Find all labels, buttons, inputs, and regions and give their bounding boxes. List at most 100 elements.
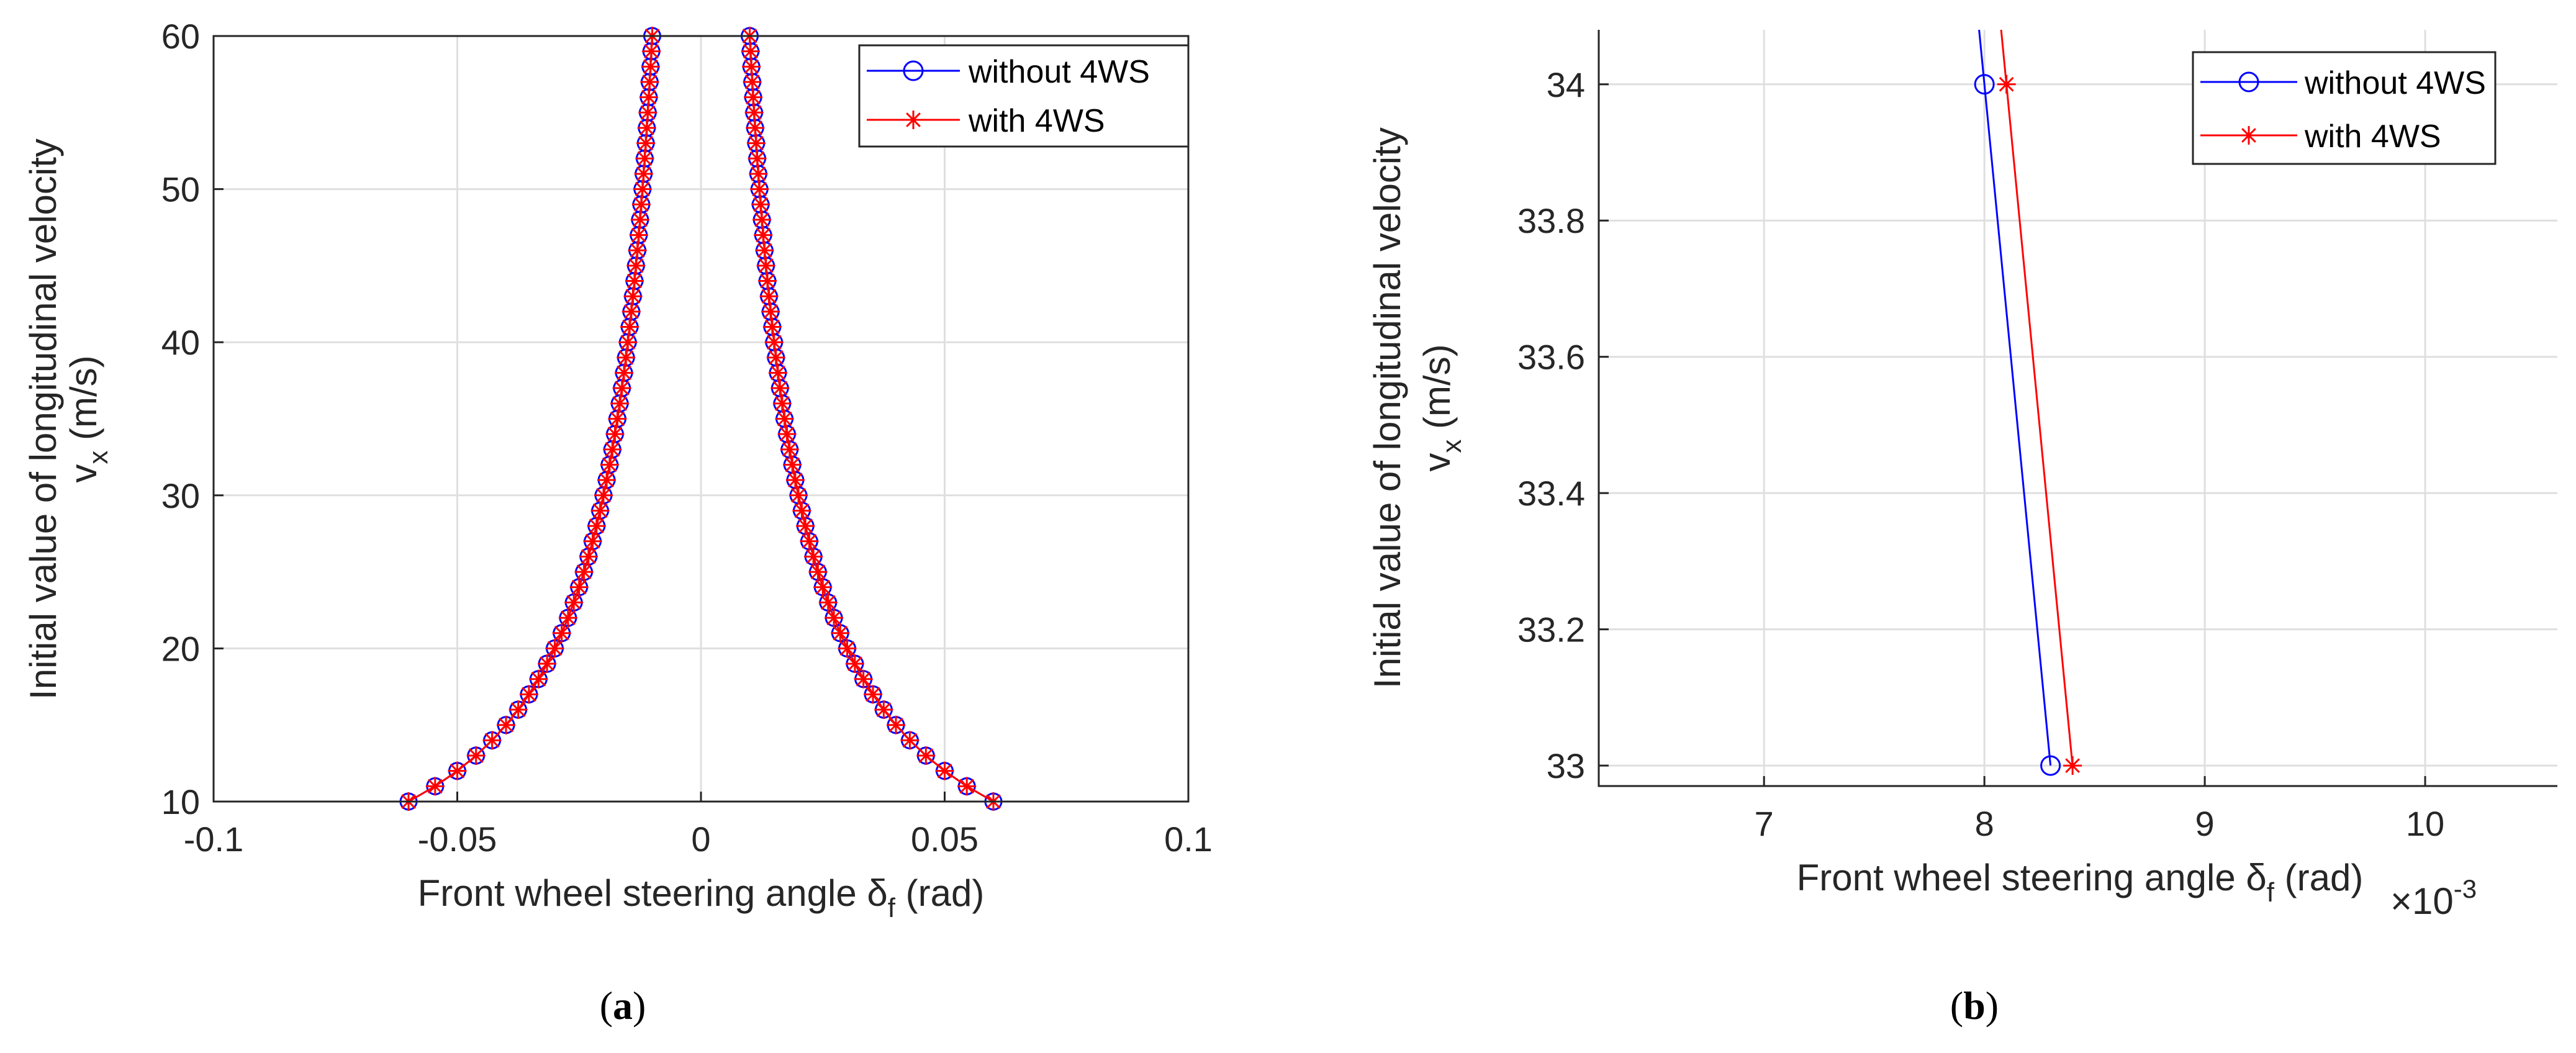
chart-a-point-with-4ws [529, 669, 548, 689]
chart-a-point-with-4ws [887, 715, 905, 734]
chart-a-point-with-4ws [605, 425, 625, 444]
chart-a-point-with-4ws [610, 394, 630, 413]
chart-b-y-tick-label: 33.6 [1517, 338, 1585, 377]
chart-a-point-with-4ws [603, 440, 622, 459]
chart-a-point-with-4ws [634, 164, 653, 183]
chart-a-y-tick-label: 40 [161, 323, 200, 362]
chart-a-point-with-4ws [785, 471, 805, 490]
chart-b-xlabel-subscript: f [2267, 877, 2275, 908]
chart-a-point-with-4ws [792, 501, 811, 520]
caption-a-open: ( [600, 983, 613, 1028]
chart-a-point-with-4ws [552, 623, 571, 643]
chart-b-y-axis-label-line1: Initial value of longitudinal velocity [1367, 127, 1408, 689]
chart-a-point-with-4ws [641, 57, 660, 76]
chart-a-point-with-4ws [482, 731, 502, 750]
chart-a-point-with-4ws [600, 455, 619, 474]
caption-b-open: ( [1950, 983, 1963, 1028]
chart-a-point-with-4ws [800, 531, 819, 551]
chart-a-point-with-4ws [818, 593, 838, 612]
chart-a-point-with-4ws [590, 501, 610, 520]
chart-a-series [399, 27, 1003, 811]
chart-a-point-with-4ws [748, 149, 767, 168]
chart-b-y-axis-label-line2: vx (m/s) [1416, 344, 1467, 471]
chart-a-legend-marker-without-4ws [903, 60, 924, 81]
chart-a-x-tick-label: 0 [691, 820, 710, 859]
chart-a-point-with-4ws [625, 271, 644, 291]
chart-b-ticks: 7 8 9 10 33 33.2 33.4 33.6 33.8 34 [1517, 65, 2444, 843]
chart-b-point-without-4ws [2040, 755, 2061, 776]
chart-a-point-with-4ws [587, 517, 606, 536]
chart-a-point-with-4ws [804, 547, 823, 566]
chart-a-point-with-4ws [519, 685, 538, 704]
chart-a-point-with-4ws [758, 271, 777, 291]
chart-a-y-tick-label: 50 [161, 170, 200, 209]
chart-b-xlabel-text: Front wheel steering angle δ [1797, 857, 2267, 898]
chart-a-x-tick-label: 0.1 [1164, 820, 1213, 859]
caption-a-letter: a [613, 983, 633, 1028]
chart-b-x-tick-label: 10 [2406, 804, 2444, 843]
caption-a-close: ) [633, 983, 646, 1028]
chart-a-point-with-4ws [631, 195, 651, 214]
chart-a-point-with-4ws [564, 593, 584, 612]
chart-b-y-tick-label: 33.2 [1517, 610, 1585, 649]
chart-b-legend-box [2192, 51, 2497, 165]
chart-a-point-with-4ws [900, 731, 920, 750]
chart-a-point-with-4ws [751, 195, 771, 214]
chart-a-point-with-4ws [466, 746, 486, 766]
chart-a-point-with-4ws [854, 669, 873, 689]
chart-a-point-with-4ws [796, 517, 815, 536]
chart-a-point-with-4ws [746, 118, 765, 137]
chart-a-point-with-4ws [761, 302, 780, 321]
chart-a-point-with-4ws [608, 409, 627, 428]
chart-a-point-with-4ws [583, 531, 602, 551]
chart-b-line-with-4ws [2000, 30, 2074, 766]
chart-a-point-with-4ws [754, 225, 773, 245]
chart-a-point-with-4ws [637, 118, 656, 137]
chart-a-point-with-4ws [775, 409, 794, 428]
chart-a-y-tick-label: 20 [161, 629, 200, 668]
chart-a-point-with-4ws [594, 486, 613, 505]
chart-a-point-with-4ws [741, 42, 760, 61]
chart-a-point-with-4ws [574, 563, 594, 582]
chart-a-point-with-4ws [639, 88, 658, 107]
chart-a-point-with-4ws [508, 700, 528, 720]
chart-a-point-with-4ws [935, 761, 954, 780]
chart-a-point-with-4ws [597, 471, 617, 490]
chart-a-point-with-4ws [629, 225, 648, 245]
chart-a-point-with-4ws [579, 547, 598, 566]
chart-a-point-with-4ws [743, 72, 762, 91]
chart-a-ylabel-subscript: x [83, 451, 114, 464]
chart-a-point-with-4ws [874, 700, 893, 720]
chart-a-point-with-4ws [615, 363, 634, 382]
chart-b-x-multiplier: ×10-3 [2390, 874, 2477, 922]
chart-a-point-with-4ws [642, 42, 661, 61]
chart-b-multiplier-exponent: -3 [2454, 874, 2477, 903]
chart-a-grid [212, 35, 1190, 803]
chart-a-point-with-4ws [612, 379, 631, 398]
chart-a-point-with-4ws [766, 348, 785, 367]
chart-a-point-with-4ws [783, 455, 802, 474]
chart-a-point-with-4ws [864, 685, 883, 704]
chart-a-point-with-4ws [756, 256, 775, 275]
chart-a-point-with-4ws [630, 210, 649, 229]
chart-a-point-with-4ws [771, 379, 790, 398]
chart-a-point-with-4ws [772, 394, 792, 413]
chart-a-point-with-4ws [635, 149, 654, 168]
caption-b: (b) [1950, 983, 1999, 1028]
chart-a-x-tick-label: -0.1 [184, 820, 244, 859]
chart-a-point-with-4ws [744, 88, 763, 107]
chart-a-point-with-4ws [825, 608, 844, 628]
chart-a-point-with-4ws [746, 133, 766, 153]
chart-a-point-with-4ws [538, 654, 557, 674]
chart-b-y-tick-label: 33.8 [1517, 201, 1585, 240]
chart-a-point-with-4ws [764, 333, 784, 352]
chart-a-point-with-4ws [545, 639, 564, 658]
caption-b-close: ) [1986, 983, 1999, 1028]
chart-b-x-tick-label: 8 [1975, 804, 1994, 843]
chart-a-point-with-4ws [617, 348, 636, 367]
chart-a-point-with-4ws [957, 777, 977, 796]
chart-b-y-tick-label: 33.4 [1517, 474, 1585, 513]
chart-a-xlabel-subscript: f [888, 893, 896, 923]
chart-a-point-with-4ws [569, 577, 589, 597]
